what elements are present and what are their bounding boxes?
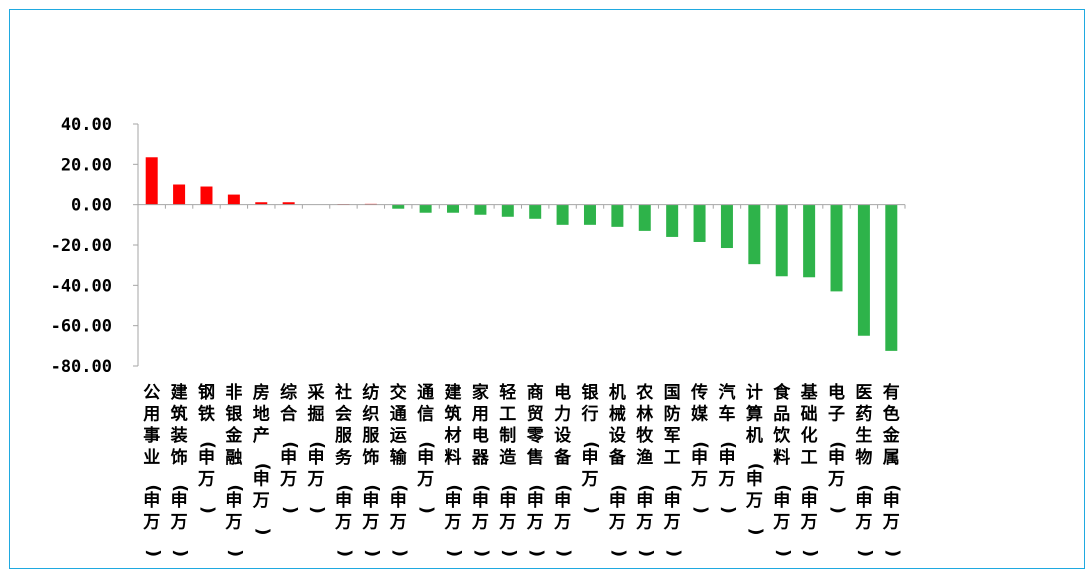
- bar: [556, 204, 569, 225]
- category-label: 房地产(申万): [252, 382, 273, 535]
- category-label: 传媒(申万): [690, 382, 711, 514]
- category-label: 国防军工(申万): [663, 383, 684, 557]
- bar: [857, 204, 870, 336]
- bar: [885, 204, 898, 351]
- y-tick-label: -40.00: [51, 276, 112, 296]
- category-label: 电力设备(申万): [553, 382, 574, 557]
- bar: [501, 204, 514, 217]
- category-label: 农林牧渔(申万): [635, 382, 656, 557]
- category-label: 医药生物(申万): [854, 383, 875, 557]
- bar: [200, 186, 213, 205]
- bar: [693, 204, 706, 242]
- category-label: 非银金融(申万): [224, 382, 245, 557]
- bars: [145, 157, 898, 351]
- category-label: 通信(申万): [416, 383, 437, 514]
- bar: [720, 204, 733, 249]
- bar: [447, 204, 460, 213]
- category-label: 银行(申万): [580, 382, 601, 514]
- y-tick-label: -60.00: [51, 317, 112, 337]
- category-label: 纺织服饰(申万): [361, 382, 382, 557]
- category-label: 有色金属(申万): [882, 382, 903, 557]
- bar: [255, 202, 268, 205]
- category-label: 轻工制造(申万): [498, 382, 519, 557]
- bar: [803, 204, 816, 278]
- category-label: 电子(申万): [827, 382, 848, 514]
- bar: [419, 204, 432, 213]
- bar: [282, 202, 295, 205]
- bar: [173, 184, 186, 205]
- category-label: 机械设备(申万): [608, 382, 629, 557]
- bar: [392, 204, 405, 209]
- category-label: 商贸零售(申万): [526, 382, 547, 557]
- bar: [748, 204, 761, 265]
- category-label: 建筑材料(申万): [444, 382, 465, 557]
- category-label: 建筑装饰(申万): [170, 382, 191, 557]
- category-label: 钢铁(申万): [197, 382, 218, 514]
- category-label: 社会服务(申万): [334, 382, 355, 557]
- category-label: 交通运输(申万): [389, 382, 410, 557]
- category-label: 食品饮料(申万): [772, 382, 793, 557]
- bar: [529, 204, 542, 219]
- y-tick-label: 0.00: [71, 196, 112, 216]
- bar: [611, 204, 624, 227]
- category-label: 汽车(申万): [717, 382, 738, 514]
- category-label: 基础化工(申万): [800, 382, 821, 557]
- category-label: 公用事业(申万): [142, 383, 163, 557]
- y-tick-label: -20.00: [51, 236, 112, 256]
- bar: [583, 204, 596, 225]
- bar: [227, 194, 240, 205]
- category-labels: 公用事业(申万) 建筑装饰(申万) 钢铁(申万) 非银金融(申万) 房地产(申万) 综合(…: [142, 382, 902, 557]
- chart-frame: [9, 9, 1085, 569]
- bar: [666, 204, 679, 237]
- bar: [145, 157, 158, 205]
- bar: [775, 204, 788, 277]
- bar: [638, 204, 651, 231]
- y-tick-label: 40.00: [61, 115, 112, 135]
- category-label: 采掘(申万): [307, 383, 328, 514]
- category-label: 家用电器(申万): [471, 382, 492, 557]
- bar: [474, 204, 487, 215]
- y-axis: 40.00 20.00 0.00 -20.00 -40.00 -60.00 -80.00: [51, 115, 139, 377]
- bar: [830, 204, 843, 292]
- y-tick-label: 20.00: [61, 155, 112, 175]
- category-label: 综合(申万): [279, 382, 300, 514]
- x-axis: [137, 204, 906, 209]
- y-tick-label: -80.00: [51, 357, 112, 377]
- category-label: 计算机(申万): [745, 382, 766, 535]
